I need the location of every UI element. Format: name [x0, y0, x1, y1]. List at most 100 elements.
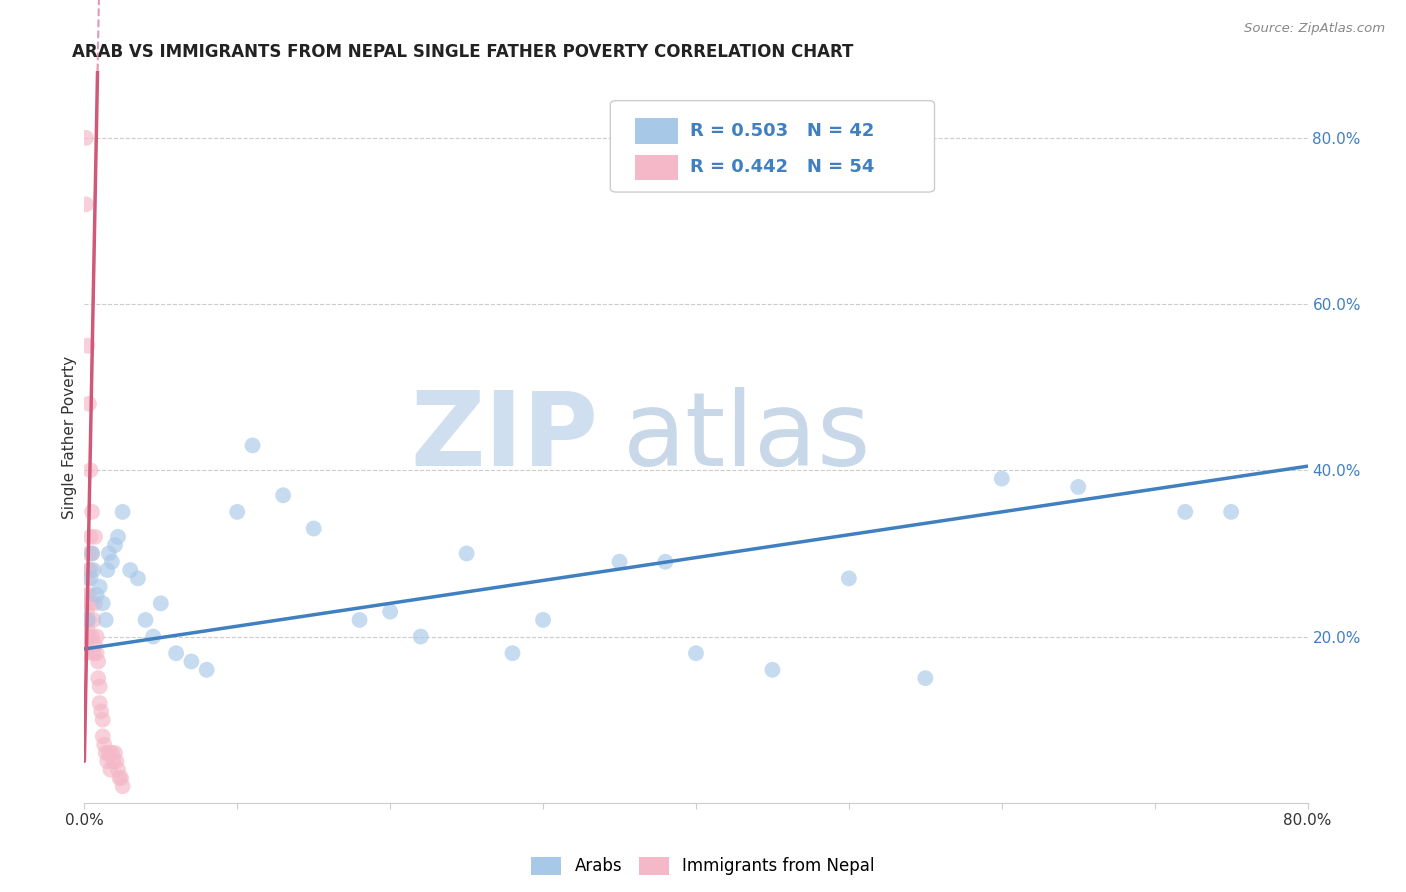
Point: [91, 729, 114, 743]
Point: [838, 571, 860, 585]
Point: [914, 671, 936, 685]
Point: [456, 546, 478, 560]
Point: [77, 630, 100, 644]
Point: [76, 605, 98, 619]
Point: [180, 655, 202, 669]
Point: [120, 563, 142, 577]
Point: [79, 563, 101, 577]
Point: [77, 397, 100, 411]
Point: [165, 646, 187, 660]
Point: [76, 613, 98, 627]
Point: [531, 613, 554, 627]
FancyBboxPatch shape: [610, 101, 935, 192]
Y-axis label: Single Father Poverty: Single Father Poverty: [62, 356, 77, 518]
Point: [96, 563, 118, 577]
Point: [80, 546, 103, 560]
Point: [91, 713, 114, 727]
Point: [80, 505, 103, 519]
Point: [76, 588, 98, 602]
Point: [76, 613, 98, 627]
Point: [76, 621, 98, 635]
Point: [142, 630, 165, 644]
Point: [991, 472, 1014, 486]
Point: [107, 530, 129, 544]
Point: [83, 646, 105, 660]
Point: [94, 613, 117, 627]
Point: [97, 546, 120, 560]
Text: ZIP: ZIP: [411, 386, 598, 488]
Text: Source: ZipAtlas.com: Source: ZipAtlas.com: [1244, 22, 1385, 36]
Point: [75, 596, 97, 610]
Point: [89, 696, 111, 710]
Point: [111, 505, 134, 519]
Point: [1174, 505, 1197, 519]
Point: [380, 605, 402, 619]
Text: ARAB VS IMMIGRANTS FROM NEPAL SINGLE FATHER POVERTY CORRELATION CHART: ARAB VS IMMIGRANTS FROM NEPAL SINGLE FAT…: [72, 44, 853, 62]
Point: [87, 655, 110, 669]
Point: [77, 588, 100, 602]
Point: [685, 646, 707, 660]
Point: [101, 555, 124, 569]
Legend: Arabs, Immigrants from Nepal: Arabs, Immigrants from Nepal: [524, 850, 882, 882]
Point: [84, 530, 107, 544]
Point: [195, 663, 218, 677]
Point: [84, 596, 107, 610]
Point: [93, 738, 115, 752]
Point: [349, 613, 371, 627]
Point: [75, 197, 97, 211]
Point: [1220, 505, 1243, 519]
Point: [761, 663, 783, 677]
Point: [75, 613, 97, 627]
Point: [96, 754, 118, 768]
Point: [111, 779, 134, 793]
Point: [79, 596, 101, 610]
FancyBboxPatch shape: [636, 154, 678, 180]
Point: [654, 555, 676, 569]
Point: [86, 646, 108, 660]
Point: [98, 763, 121, 777]
Point: [86, 630, 108, 644]
Point: [75, 646, 97, 660]
Point: [101, 746, 124, 760]
Point: [149, 596, 172, 610]
Point: [135, 613, 157, 627]
Point: [107, 763, 129, 777]
Point: [103, 754, 125, 768]
Point: [97, 746, 120, 760]
Point: [86, 588, 108, 602]
Point: [104, 538, 127, 552]
Point: [226, 505, 249, 519]
Point: [84, 638, 107, 652]
Point: [77, 546, 100, 560]
Point: [127, 571, 149, 585]
Text: R = 0.442   N = 54: R = 0.442 N = 54: [690, 159, 875, 177]
Point: [108, 771, 131, 785]
Point: [502, 646, 524, 660]
Point: [409, 630, 432, 644]
Point: [271, 488, 294, 502]
Point: [79, 530, 101, 544]
Point: [242, 438, 264, 452]
Point: [77, 563, 100, 577]
Point: [79, 571, 101, 585]
Point: [89, 580, 111, 594]
Point: [80, 546, 103, 560]
Point: [76, 338, 98, 352]
Point: [104, 746, 127, 760]
Text: R = 0.503   N = 42: R = 0.503 N = 42: [690, 122, 875, 140]
Point: [75, 630, 97, 644]
Point: [91, 596, 114, 610]
Point: [302, 521, 325, 535]
Point: [90, 705, 112, 719]
Point: [87, 671, 110, 685]
Point: [79, 463, 101, 477]
Point: [105, 754, 128, 768]
Point: [75, 131, 97, 145]
Point: [94, 746, 117, 760]
Point: [110, 771, 132, 785]
Point: [76, 630, 98, 644]
Text: atlas: atlas: [623, 386, 870, 488]
Point: [89, 680, 111, 694]
Point: [77, 613, 100, 627]
Point: [1067, 480, 1090, 494]
